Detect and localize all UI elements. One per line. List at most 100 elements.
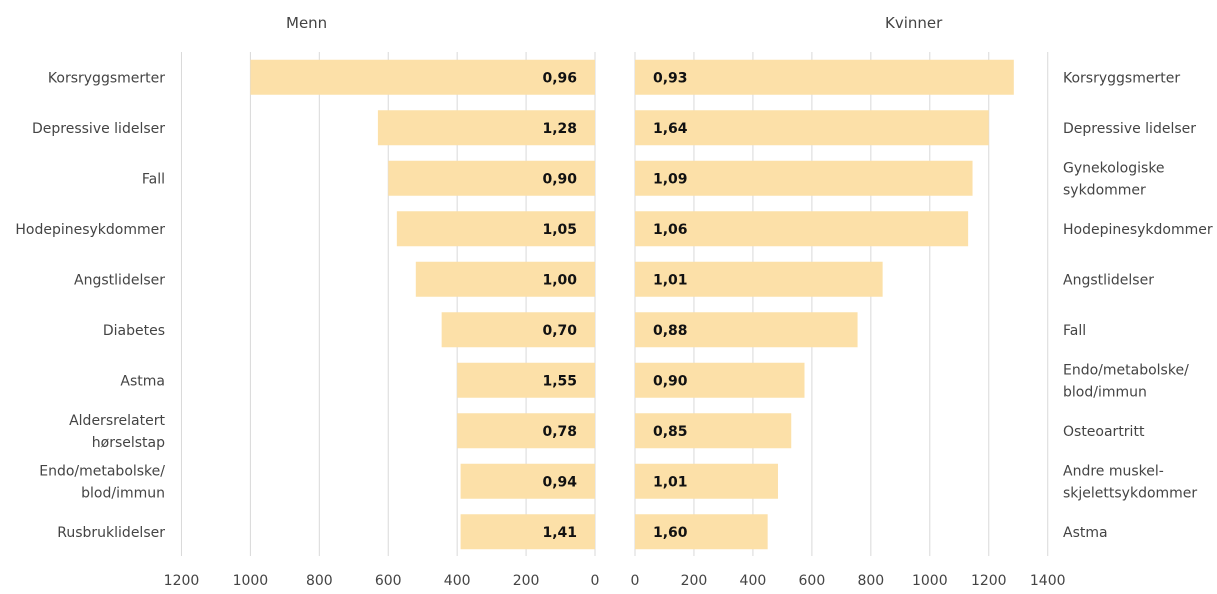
category-label-line: Angstlidelser [1063,272,1154,288]
data-label: 1,00 [542,272,577,288]
category-label-line: Astma [1063,525,1108,541]
bar [388,160,595,196]
bar [396,211,595,247]
category-label: Angstlidelser [74,272,165,288]
x-tick-label: 1400 [1030,573,1066,589]
data-label: 1,60 [653,525,688,541]
data-label: 0,94 [542,474,577,490]
category-label: Aldersrelatert hørselstap [69,413,165,451]
category-label-line: Depressive lidelser [1063,121,1196,137]
x-tick-label: 600 [375,573,402,589]
bar [441,312,595,348]
category-label-line: sykdommer [1063,182,1146,198]
menn-panel: 0 200 400 600 800 1000 1200 0,96 Korsryggsmerter… [15,52,599,589]
bar [457,362,595,398]
category-label: Diabetes [103,323,165,339]
data-label: 0,70 [542,323,577,339]
x-tick-label: 1000 [912,573,948,589]
category-label-line: blod/immun [81,485,165,501]
x-tick-label: 400 [740,573,767,589]
data-label: 1,41 [542,525,577,541]
bar [635,110,989,146]
category-label: Angstlidelser [1063,272,1154,288]
x-tick-label: 0 [591,573,600,589]
category-label-line: Astma [120,373,165,389]
x-tick-label: 600 [799,573,826,589]
x-tick-label: 800 [306,573,333,589]
data-label: 1,64 [653,121,688,137]
data-label: 0,78 [542,424,577,440]
x-tick-label: 0 [631,573,640,589]
bar [250,59,595,95]
category-label-line: Depressive lidelser [32,121,165,137]
category-label: Endo/metabolske/blod/immun [1063,362,1189,400]
data-label: 0,96 [542,70,577,86]
category-label-line: Fall [142,171,165,187]
x-tick-label: 200 [681,573,708,589]
kvinner-panel-title: Kvinner [885,14,943,32]
category-label: Korsryggsmerter [48,70,165,86]
category-label-line: skjelettsykdommer [1063,485,1197,501]
category-label: Hodepinesykdommer [15,222,165,238]
category-label: Osteoartritt [1063,424,1145,440]
category-label-line: Andre muskel- [1063,463,1164,479]
x-tick-label: 200 [513,573,540,589]
bar [635,413,792,449]
category-label-line: hørselstap [92,435,165,451]
category-label: Fall [142,171,165,187]
data-label: 1,09 [653,171,688,187]
data-label: 0,90 [542,171,577,187]
data-label: 1,55 [542,373,577,389]
category-label-line: Hodepinesykdommer [15,222,165,238]
bar [635,362,805,398]
data-label: 0,90 [653,373,688,389]
category-label-line: Gynekologiske [1063,160,1165,176]
x-tick-label: 1000 [233,573,269,589]
data-label: 1,05 [542,222,577,238]
category-label-line: Angstlidelser [74,272,165,288]
category-label-line: Diabetes [103,323,165,339]
category-label: Endo/metabolske/blod/immun [39,463,165,501]
data-label: 1,01 [653,474,688,490]
kvinner-panel: 0 200 400 600 800 1000 1200 1400 0,93 Korsryggsme… [631,52,1213,589]
category-label: Hodepinesykdommer [1063,222,1213,238]
category-label-line: Osteoartritt [1063,424,1145,440]
data-label: 0,85 [653,424,688,440]
category-label: Rusbruklidelser [57,525,165,541]
category-label: Fall [1063,323,1086,339]
bar [635,211,969,247]
bar [377,110,595,146]
data-label: 1,01 [653,272,688,288]
bar [635,59,1014,95]
category-label: Astma [120,373,165,389]
category-label-line: Rusbruklidelser [57,525,165,541]
x-tick-label: 800 [857,573,884,589]
category-label-line: Hodepinesykdommer [1063,222,1213,238]
category-label-line: Korsryggsmerter [48,70,165,86]
menn-panel-title: Menn [286,14,328,32]
bar [635,514,768,550]
bar [460,463,595,499]
bar [415,261,595,297]
category-label-line: blod/immun [1063,384,1147,400]
bar [635,261,883,297]
category-label: Andre muskel-skjelettsykdommer [1063,463,1197,501]
data-label: 0,93 [653,70,688,86]
data-label: 1,28 [542,121,577,137]
category-label: Korsryggsmerter [1063,70,1180,86]
category-label-line: Korsryggsmerter [1063,70,1180,86]
bar [635,160,973,196]
bar [635,312,858,348]
bar [460,514,595,550]
category-label: Depressive lidelser [1063,121,1196,137]
category-label-line: Endo/metabolske/ [39,463,165,479]
data-label: 0,88 [653,323,688,339]
category-label-line: Aldersrelatert [69,413,165,429]
category-label: Depressive lidelser [32,121,165,137]
category-label-line: Fall [1063,323,1086,339]
category-label-line: Endo/metabolske/ [1063,362,1189,378]
data-label: 1,06 [653,222,688,238]
bar [457,413,595,449]
